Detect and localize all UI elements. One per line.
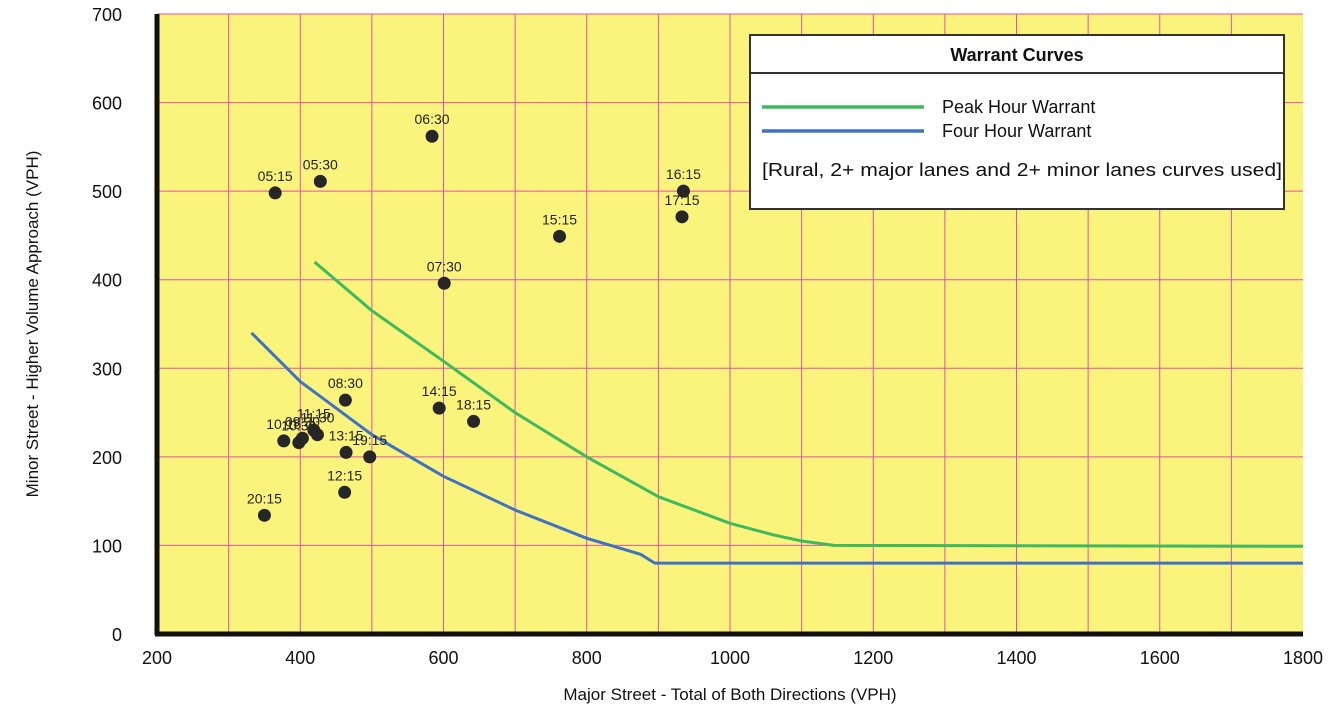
y-tick-label: 400: [92, 271, 122, 291]
y-tick-label: 500: [92, 182, 122, 202]
data-point: [437, 276, 451, 290]
x-tick-label: 200: [142, 648, 172, 668]
data-point-label: 11:15: [297, 405, 331, 421]
y-tick-label: 100: [92, 536, 122, 556]
data-point: [277, 434, 291, 448]
y-tick-label: 300: [92, 359, 122, 379]
data-point-label: 05:15: [258, 168, 293, 184]
y-tick-label: 600: [92, 94, 122, 114]
legend-peak-label: Peak Hour Warrant: [942, 97, 1095, 117]
data-point: [338, 393, 352, 407]
data-point-label: 19:15: [352, 432, 387, 448]
data-point: [257, 508, 271, 522]
peak-hour-warrant-line: [313, 260, 1304, 548]
data-point-label: 18:15: [456, 396, 491, 412]
data-point-label: 06:30: [415, 111, 450, 127]
data-point-label: 05:30: [303, 156, 338, 172]
legend-title: Warrant Curves: [950, 45, 1083, 65]
x-tick-label: 1600: [1140, 648, 1180, 668]
data-point-label: 10:15: [266, 416, 301, 432]
data-points: 05:15 05:30 06:30 16:15 17:15 15:15 07:30 08:30…: [247, 111, 701, 522]
data-point: [339, 445, 353, 459]
data-point-label: 14:15: [422, 383, 457, 399]
legend-box: [749, 34, 1285, 210]
data-point-label: 17:15: [664, 192, 699, 208]
legend: Warrant Curves Peak Hour Warrant Four Ho…: [749, 34, 1285, 210]
tick-labels: 200 400 600 800 1000 1200 1400 1600 1800 0 100 200 3…: [92, 5, 1323, 668]
x-axis-title: Major Street - Total of Both Directions …: [563, 685, 896, 704]
data-point-label: 13:15: [329, 427, 364, 443]
axes: [154, 14, 1303, 637]
data-point: [310, 428, 324, 442]
data-point: [338, 485, 352, 499]
data-point: [313, 174, 327, 188]
data-point: [363, 450, 377, 464]
data-point: [432, 401, 446, 415]
data-point-label: 07:30: [427, 258, 462, 274]
x-tick-label: 1200: [853, 648, 893, 668]
data-point-label: 11:30: [300, 410, 334, 426]
data-point-label: 16:15: [666, 166, 701, 182]
data-point-label: 08:30: [328, 375, 363, 391]
y-tick-label: 0: [112, 625, 122, 645]
x-tick-label: 1000: [710, 648, 750, 668]
data-point: [268, 186, 282, 200]
y-axis-title: Minor Street - Higher Volume Approach (V…: [23, 151, 42, 498]
data-point-label: 12:15: [327, 467, 362, 483]
data-point-label: 20:15: [247, 490, 282, 506]
x-tick-label: 1400: [996, 648, 1036, 668]
data-point: [467, 414, 481, 428]
x-tick-label: 600: [428, 648, 458, 668]
warrant-curves: [250, 260, 1304, 565]
x-tick-label: 800: [572, 648, 602, 668]
data-point: [425, 129, 439, 143]
y-tick-label: 200: [92, 448, 122, 468]
four-hour-warrant-line: [250, 331, 1303, 565]
data-point: [675, 210, 689, 224]
legend-note: [Rural, 2+ major lanes and 2+ minor lane…: [762, 160, 1282, 180]
data-point: [676, 184, 690, 198]
legend-four-hour-label: Four Hour Warrant: [942, 121, 1091, 141]
x-tick-label: 400: [285, 648, 315, 668]
x-tick-label: 1800: [1283, 648, 1323, 668]
data-point: [553, 229, 567, 243]
data-point: [295, 431, 309, 445]
data-point-label: 15:15: [542, 211, 577, 227]
y-tick-label: 700: [92, 5, 122, 25]
